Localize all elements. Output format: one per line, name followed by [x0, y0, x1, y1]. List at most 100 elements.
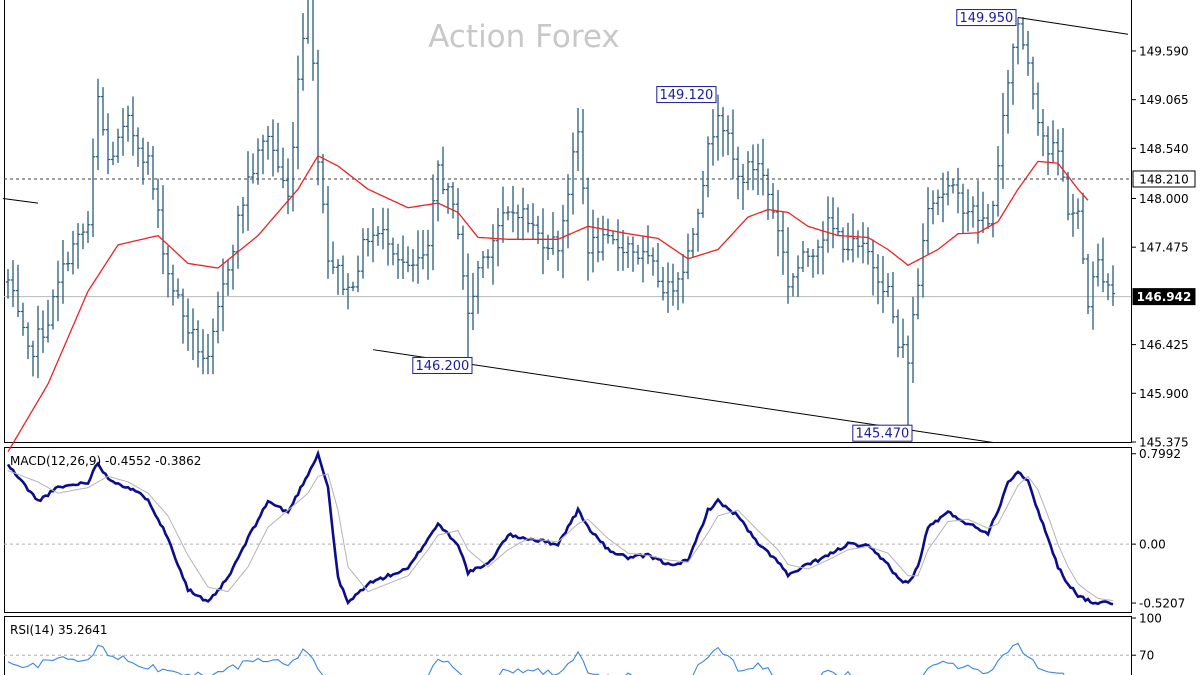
- price-bar: [30, 340, 36, 377]
- price-bar: [685, 233, 691, 280]
- price-bar: [200, 329, 206, 375]
- price-bar: [495, 207, 501, 267]
- macd-layer: [4, 449, 1131, 606]
- price-level-tag: [1132, 170, 1196, 188]
- price-axis-tick-label: 148.540: [1139, 142, 1189, 156]
- price-bar: [635, 244, 641, 265]
- price-bar: [835, 207, 841, 237]
- price-bar: [255, 138, 261, 185]
- price-bar: [970, 196, 976, 228]
- price-bar: [940, 172, 946, 223]
- price-bar: [275, 122, 281, 173]
- price-level-tag: [1132, 288, 1196, 306]
- price-bar: [5, 269, 11, 299]
- price-bar: [585, 177, 591, 281]
- price-bar: [420, 229, 426, 270]
- price-bar: [395, 243, 401, 279]
- price-bar: [15, 264, 21, 318]
- price-bar: [780, 211, 786, 275]
- moving-average-line: [7, 154, 1089, 453]
- price-bar: [195, 320, 201, 368]
- price-axis-tick-label: 145.375: [1139, 436, 1189, 450]
- price-axis-tick-label: 148.000: [1139, 192, 1189, 206]
- price-bar: [630, 236, 636, 272]
- price-bar: [295, 55, 301, 170]
- price-bar: [95, 78, 101, 171]
- price-bar: [155, 178, 161, 229]
- price-bar: [245, 151, 251, 231]
- price-callout-label: 146.200: [416, 359, 470, 374]
- price-bar: [1100, 237, 1106, 293]
- price-bar: [120, 108, 126, 156]
- rsi-layer: [4, 642, 1131, 675]
- rsi-line: [7, 642, 1065, 675]
- price-bar: [735, 146, 741, 200]
- price-bar: [925, 187, 931, 254]
- price-bar: [830, 197, 836, 249]
- price-bar: [905, 335, 911, 434]
- price-bar: [725, 115, 731, 156]
- price-bar: [975, 180, 981, 244]
- price-bar: [825, 196, 831, 253]
- price-bar: [770, 183, 776, 219]
- price-bar: [240, 196, 246, 234]
- price-bar: [605, 218, 611, 244]
- price-bar: [415, 230, 421, 284]
- price-callout-label: 149.950: [960, 11, 1014, 26]
- price-callout-box: [656, 86, 717, 104]
- price-bar: [730, 109, 736, 179]
- price-bar: [790, 273, 796, 297]
- price-bar: [775, 190, 781, 257]
- price-bar: [820, 221, 826, 275]
- price-pane-frame: [4, 0, 1132, 443]
- trend-line-2: [1017, 17, 1129, 35]
- price-bar: [795, 255, 801, 297]
- price-bar: [80, 223, 86, 250]
- price-bar: [480, 251, 486, 279]
- price-bar: [265, 126, 271, 160]
- price-bar: [405, 246, 411, 273]
- price-bar: [55, 260, 61, 322]
- price-callout-box: [956, 9, 1017, 27]
- price-bar: [300, 13, 306, 91]
- price-bar: [1020, 17, 1026, 50]
- price-bar: [930, 190, 936, 225]
- price-bar: [75, 223, 81, 269]
- price-bar: [785, 227, 791, 304]
- price-axis-tick-label: 145.900: [1139, 387, 1189, 401]
- price-bar: [805, 248, 811, 267]
- price-bar: [230, 244, 236, 290]
- price-bar: [150, 146, 156, 200]
- price-bar: [530, 203, 536, 240]
- price-bar: [915, 268, 921, 320]
- price-bar: [950, 178, 956, 194]
- price-bar: [810, 248, 816, 278]
- price-bar: [500, 186, 506, 243]
- price-level-tag-label: 148.210: [1139, 172, 1189, 186]
- price-bar: [325, 186, 331, 279]
- rsi-axis-tick-label: 100: [1139, 612, 1162, 626]
- price-bar: [210, 318, 216, 375]
- price-bar: [1080, 192, 1086, 264]
- price-bar: [130, 96, 136, 156]
- price-bar: [590, 209, 596, 273]
- price-bar: [765, 168, 771, 220]
- price-bar: [385, 208, 391, 266]
- macd-axis-tick-label: -0.5207: [1139, 597, 1185, 611]
- price-bar: [460, 225, 466, 290]
- price-bar: [610, 230, 616, 245]
- price-bar: [1025, 30, 1031, 76]
- price-bar: [70, 230, 76, 275]
- price-bar: [505, 206, 511, 221]
- price-bar: [675, 272, 681, 311]
- price-bar: [145, 141, 151, 175]
- price-bar: [670, 263, 676, 306]
- price-bar: [490, 224, 496, 285]
- price-bar: [960, 183, 966, 234]
- price-bar: [1030, 56, 1036, 110]
- price-bar: [715, 94, 721, 161]
- price-bar: [865, 227, 871, 265]
- price-bar: [665, 262, 671, 313]
- price-bar: [1010, 43, 1016, 105]
- price-bar: [525, 204, 531, 233]
